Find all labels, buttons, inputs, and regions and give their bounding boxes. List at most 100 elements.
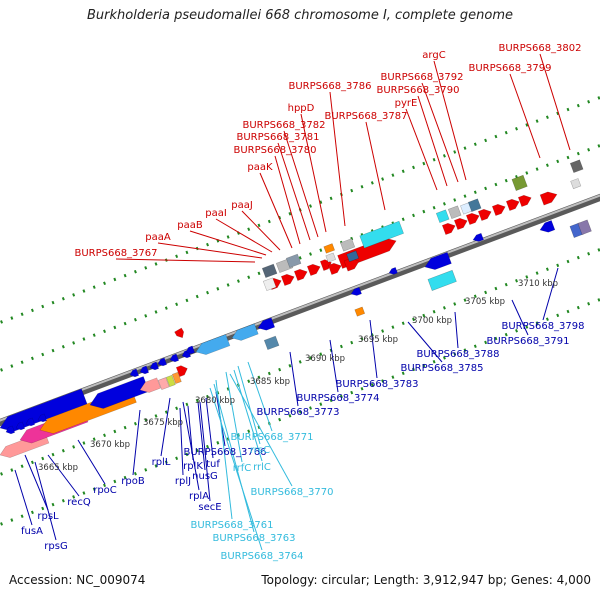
gene-feature xyxy=(569,159,584,174)
gene-label-burps668-3791[interactable]: BURPS668_3791 xyxy=(486,336,569,347)
leader-line xyxy=(274,155,301,245)
gene-label-paaj[interactable]: paaJ xyxy=(231,200,253,211)
leader-line xyxy=(179,407,184,476)
gene-label-burps668-3786[interactable]: BURPS668_3786 xyxy=(288,81,371,92)
gene-label-argc[interactable]: argC xyxy=(422,50,445,61)
gene-label-burps668-3782[interactable]: BURPS668_3782 xyxy=(242,120,325,131)
gene-label-rpsl[interactable]: rpsL xyxy=(37,511,59,522)
kbp-label: 3685 kbp xyxy=(250,377,290,387)
leader-line xyxy=(160,397,171,457)
gene-label-pyre[interactable]: pyrE xyxy=(395,98,418,109)
gene-feature xyxy=(195,334,231,355)
gene-feature xyxy=(185,345,196,355)
gene-label-burps668-3763[interactable]: BURPS668_3763 xyxy=(212,533,295,544)
gene-label-burps668-3802[interactable]: BURPS668_3802 xyxy=(498,43,581,54)
gene-feature xyxy=(231,323,259,341)
gene-label-tuf[interactable]: tuf xyxy=(206,459,220,470)
gene-feature xyxy=(467,198,482,213)
gene-label-burps668-3799[interactable]: BURPS668_3799 xyxy=(468,63,551,74)
gene-label-burps668-3792[interactable]: BURPS668_3792 xyxy=(380,72,463,83)
leader-line xyxy=(369,319,378,379)
gene-label-rplk[interactable]: rplK xyxy=(183,461,203,472)
gene-feature xyxy=(149,361,160,371)
gene-label-burps668-3790[interactable]: BURPS668_3790 xyxy=(376,85,459,96)
gene-feature xyxy=(435,209,450,224)
leader-line xyxy=(511,299,529,336)
gene-feature xyxy=(169,353,180,363)
gene-label-rplj[interactable]: rplJ xyxy=(175,476,191,487)
gene-label-hppd[interactable]: hppD xyxy=(288,103,315,114)
gene-label-burps668-3771[interactable]: BURPS668_3771 xyxy=(230,432,313,443)
backbone xyxy=(0,193,600,427)
leader-line xyxy=(329,339,339,393)
leader-line xyxy=(241,210,281,251)
kbp-label: 3675 kbp xyxy=(143,418,183,428)
gene-label-sece[interactable]: secE xyxy=(198,502,221,513)
gene-label-burps668-3780[interactable]: BURPS668_3780 xyxy=(233,145,316,156)
gene-label-rrfc[interactable]: rrfC xyxy=(233,463,252,474)
gene-label-paab[interactable]: paaB xyxy=(177,220,203,231)
gene-feature xyxy=(157,357,168,367)
gene-label-burps668-3788[interactable]: BURPS668_3788 xyxy=(416,349,499,360)
gene-feature xyxy=(340,238,356,252)
gene-feature xyxy=(491,203,506,217)
gene-feature xyxy=(447,205,462,220)
gene-label-burps668-3766[interactable]: BURPS668_3766 xyxy=(183,447,266,458)
gene-feature xyxy=(5,425,16,435)
gene-label-rpob[interactable]: rpoB xyxy=(121,476,145,487)
leader-line xyxy=(157,242,263,259)
gene-label-burps668-3774[interactable]: BURPS668_3774 xyxy=(296,393,379,404)
leader-line xyxy=(205,397,214,459)
gene-label-recq[interactable]: recQ xyxy=(67,497,91,508)
kbp-label: 3670 kbp xyxy=(90,440,130,450)
gene-label-rrsc[interactable]: rrsC xyxy=(250,445,270,456)
gene-label-burps668-3764[interactable]: BURPS668_3764 xyxy=(220,551,303,562)
gene-feature xyxy=(472,232,484,242)
tick-ring xyxy=(0,143,600,373)
gene-feature xyxy=(293,268,308,282)
gene-feature xyxy=(350,286,362,296)
gene-feature xyxy=(427,269,457,291)
gene-label-burps668-3767[interactable]: BURPS668_3767 xyxy=(74,248,157,259)
gene-label-burps668-3761[interactable]: BURPS668_3761 xyxy=(190,520,273,531)
gene-label-rpoc[interactable]: rpoC xyxy=(93,485,117,496)
gene-label-burps668-3781[interactable]: BURPS668_3781 xyxy=(236,132,319,143)
gene-feature xyxy=(346,250,360,263)
topology-summary: Topology: circular; Length: 3,912,947 bp… xyxy=(261,573,591,587)
gene-feature xyxy=(327,262,342,276)
kbp-tick-labels: 3665 kbp 3670 kbp 3675 kbp 3680 kbp 3685 kbp… xyxy=(38,279,558,473)
kbp-label: 3700 kbp xyxy=(412,316,452,326)
gene-labels[interactable]: argC BURPS668_3802 BURPS668_3792 BURPS668_3… xyxy=(21,43,584,562)
gene-feature xyxy=(453,217,468,231)
kbp-label: 3710 kbp xyxy=(518,279,558,289)
gene-label-burps668-3770[interactable]: BURPS668_3770 xyxy=(250,487,333,498)
gene-feature xyxy=(517,194,532,208)
leader-line xyxy=(213,383,255,533)
gene-label-burps668-3783[interactable]: BURPS668_3783 xyxy=(335,379,418,390)
gene-label-burps668-3773[interactable]: BURPS668_3773 xyxy=(256,407,339,418)
gene-feature xyxy=(511,174,528,191)
gene-label-paaa[interactable]: paaA xyxy=(145,232,171,243)
leader-line xyxy=(259,172,293,249)
gene-label-paai[interactable]: paaI xyxy=(205,208,227,219)
gene-label-rrlc[interactable]: rrlC xyxy=(253,462,271,473)
gene-label-paak[interactable]: paaK xyxy=(247,162,273,173)
accession-text: Accession: NC_009074 xyxy=(9,573,146,587)
gene-label-rpll[interactable]: rplL xyxy=(152,457,171,468)
gene-label-nusg[interactable]: nusG xyxy=(192,471,218,482)
leader-line xyxy=(421,82,459,183)
gene-label-burps668-3785[interactable]: BURPS668_3785 xyxy=(400,363,483,374)
gene-feature xyxy=(157,377,170,391)
leader-line xyxy=(115,258,256,263)
leader-line xyxy=(283,130,319,238)
gene-label-fusa[interactable]: fusA xyxy=(21,526,43,537)
gene-label-rpla[interactable]: rplA xyxy=(189,491,209,502)
gene-label-burps668-3787[interactable]: BURPS668_3787 xyxy=(324,111,407,122)
tick-ring xyxy=(0,247,600,477)
leader-line xyxy=(509,73,541,159)
gene-feature xyxy=(323,243,335,254)
tick-ring xyxy=(0,297,600,527)
gene-label-rpsg[interactable]: rpsG xyxy=(44,541,67,552)
leader-line xyxy=(454,311,459,349)
gene-label-burps668-3798[interactable]: BURPS668_3798 xyxy=(501,321,584,332)
